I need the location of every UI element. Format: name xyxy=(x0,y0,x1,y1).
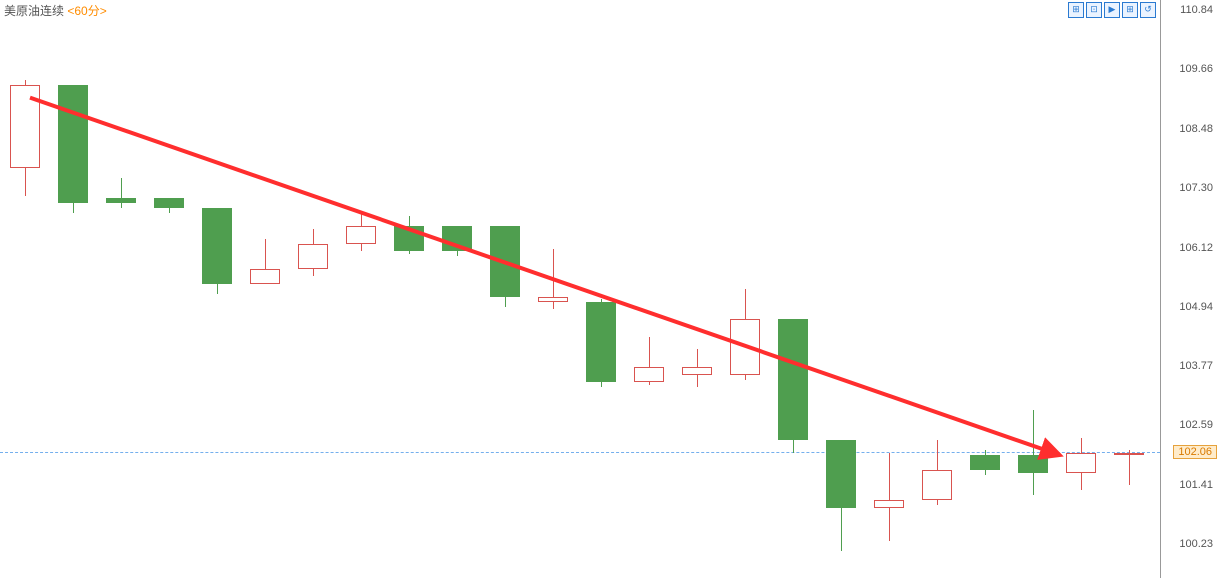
candle-body[interactable] xyxy=(154,198,184,208)
y-tick-label: 102.59 xyxy=(1179,419,1213,431)
y-tick-label: 106.12 xyxy=(1179,242,1213,254)
candle-body[interactable] xyxy=(250,269,280,284)
candle-body[interactable] xyxy=(970,455,1000,470)
candle-body[interactable] xyxy=(778,319,808,440)
toolbar-button-4[interactable]: ↺ xyxy=(1140,2,1156,18)
candle-body[interactable] xyxy=(826,440,856,508)
toolbar-button-3[interactable]: ⊞ xyxy=(1122,2,1138,18)
candle-body[interactable] xyxy=(922,470,952,500)
y-tick-label: 110.84 xyxy=(1180,4,1213,16)
y-tick-label: 108.48 xyxy=(1179,123,1213,135)
timeframe-label: <60分> xyxy=(67,4,106,18)
candle-body[interactable] xyxy=(1066,453,1096,473)
candle-wick xyxy=(1033,410,1034,496)
candle-wick xyxy=(121,178,122,208)
y-axis-line xyxy=(1160,0,1161,578)
y-tick-label: 101.41 xyxy=(1179,479,1213,491)
toolbar-button-1[interactable]: ⊡ xyxy=(1086,2,1102,18)
candle-body[interactable] xyxy=(634,367,664,382)
candlestick-chart: 美原油连续 <60分> ⊞⊡▶⊞↺ 110.84109.66108.48107.… xyxy=(0,0,1221,578)
trend-arrow xyxy=(0,0,1221,578)
candle-body[interactable] xyxy=(1018,455,1048,473)
candle-body[interactable] xyxy=(442,226,472,251)
candle-body[interactable] xyxy=(874,500,904,508)
candle-body[interactable] xyxy=(730,319,760,374)
candle-body[interactable] xyxy=(490,226,520,296)
candle-body[interactable] xyxy=(106,198,136,203)
candle-body[interactable] xyxy=(202,208,232,284)
candle-body[interactable] xyxy=(346,226,376,244)
chart-title: 美原油连续 <60分> xyxy=(4,2,107,19)
candle-body[interactable] xyxy=(58,85,88,203)
candle-body[interactable] xyxy=(1114,453,1144,455)
y-tick-label: 104.94 xyxy=(1179,301,1213,313)
symbol-name: 美原油连续 xyxy=(4,4,64,18)
candle-body[interactable] xyxy=(586,302,616,383)
toolbar-button-0[interactable]: ⊞ xyxy=(1068,2,1084,18)
y-tick-label: 109.66 xyxy=(1179,63,1213,75)
y-tick-label: 100.23 xyxy=(1179,538,1213,550)
candle-body[interactable] xyxy=(298,244,328,269)
candle-wick xyxy=(1129,450,1130,485)
y-tick-label: 107.30 xyxy=(1179,182,1213,194)
chart-toolbar: ⊞⊡▶⊞↺ xyxy=(1068,2,1156,18)
current-price-flag: 102.06 xyxy=(1173,445,1217,459)
toolbar-button-2[interactable]: ▶ xyxy=(1104,2,1120,18)
candle-wick xyxy=(889,453,890,541)
candle-body[interactable] xyxy=(10,85,40,168)
candle-body[interactable] xyxy=(394,226,424,251)
candle-body[interactable] xyxy=(538,297,568,302)
y-tick-label: 103.77 xyxy=(1179,360,1213,372)
candle-body[interactable] xyxy=(682,367,712,375)
current-price-line xyxy=(0,452,1160,453)
